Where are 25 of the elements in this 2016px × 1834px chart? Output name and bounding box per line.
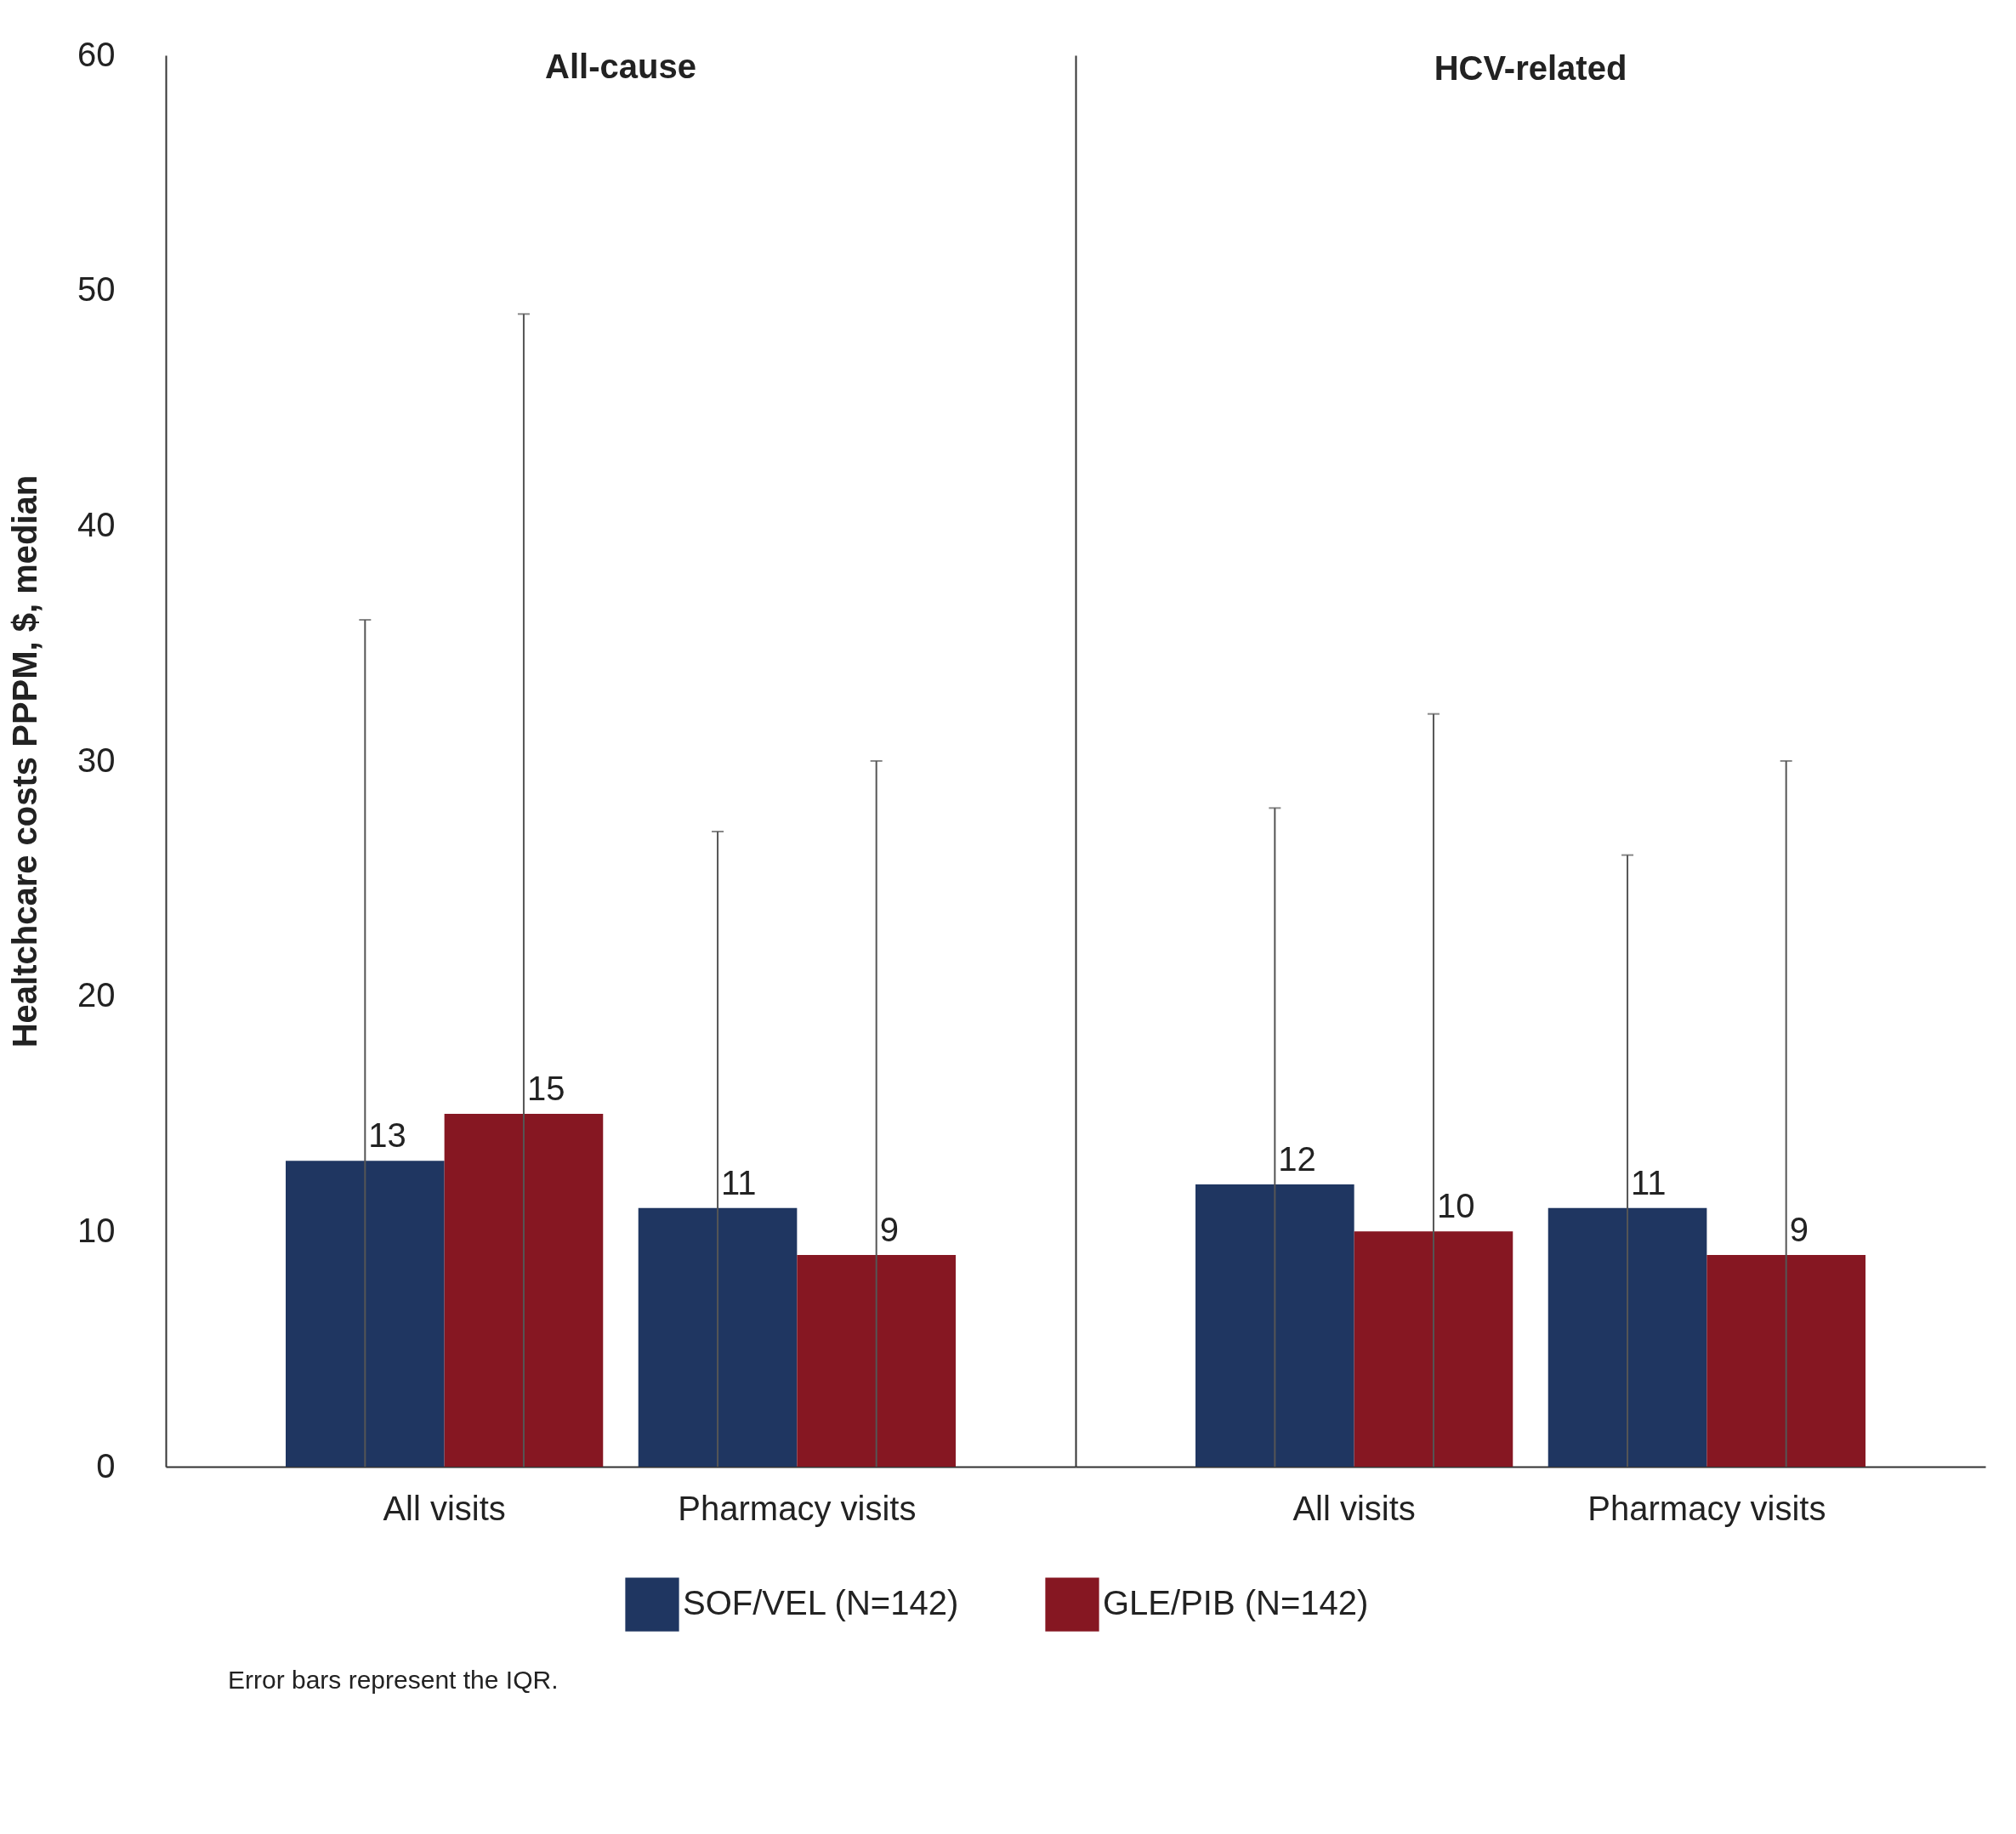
data-label: 15: [526, 1070, 565, 1107]
data-label: 11: [1631, 1163, 1667, 1201]
legend-label: GLE/PIB (N=142): [1103, 1584, 1369, 1622]
y-tick-label: 20: [77, 976, 116, 1014]
y-tick-label: 60: [77, 35, 116, 73]
y-tick-label: 30: [77, 741, 116, 779]
data-label: 12: [1278, 1140, 1316, 1178]
y-tick-label: 50: [77, 270, 116, 309]
x-tick-label: Pharmacy visits: [1587, 1489, 1826, 1527]
y-axis-title: Healtchcare costs PPPM, $, median: [6, 474, 44, 1048]
chart-title: All-cause: [545, 48, 696, 85]
data-label: 10: [1436, 1187, 1475, 1225]
data-label: 9: [879, 1211, 899, 1248]
x-tick-label: All visits: [1292, 1489, 1416, 1527]
x-tick-label: All visits: [383, 1489, 506, 1527]
data-label: 11: [721, 1163, 757, 1201]
data-label: 9: [1789, 1211, 1809, 1248]
y-tick-label: 40: [77, 505, 116, 543]
text: Error bars represent the IQR.: [228, 1666, 559, 1695]
chart-title: HCV-related: [1434, 49, 1627, 87]
y-tick-label: 10: [77, 1211, 116, 1249]
legend-label: SOF/VEL (N=142): [683, 1584, 959, 1622]
y-tick-label: 0: [96, 1446, 116, 1485]
x-tick-label: Pharmacy visits: [678, 1489, 917, 1527]
data-label: 13: [368, 1116, 406, 1155]
